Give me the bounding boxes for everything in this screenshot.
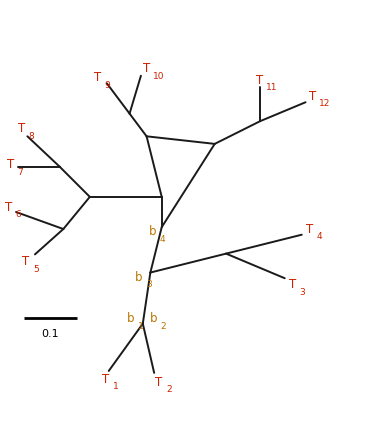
Text: T: T bbox=[22, 255, 30, 268]
Text: 4: 4 bbox=[316, 232, 322, 241]
Text: 11: 11 bbox=[266, 84, 278, 92]
Text: T: T bbox=[256, 74, 263, 87]
Text: 1: 1 bbox=[113, 382, 118, 391]
Text: 1: 1 bbox=[137, 322, 143, 331]
Text: T: T bbox=[309, 90, 316, 103]
Text: 3: 3 bbox=[146, 280, 152, 289]
Text: 12: 12 bbox=[319, 99, 331, 108]
Text: b: b bbox=[150, 312, 157, 325]
Text: 5: 5 bbox=[33, 265, 39, 274]
Text: T: T bbox=[94, 71, 101, 84]
Text: T: T bbox=[306, 223, 313, 235]
Text: T: T bbox=[143, 62, 150, 75]
Text: 4: 4 bbox=[159, 235, 165, 244]
Text: 2: 2 bbox=[166, 385, 172, 394]
Text: 0.1: 0.1 bbox=[41, 329, 59, 338]
Text: T: T bbox=[155, 376, 162, 389]
Text: b: b bbox=[135, 271, 143, 284]
Text: 2: 2 bbox=[160, 322, 166, 331]
Text: 3: 3 bbox=[299, 288, 305, 297]
Text: T: T bbox=[5, 201, 12, 214]
Text: 10: 10 bbox=[153, 72, 165, 81]
Text: T: T bbox=[102, 373, 109, 386]
Text: b: b bbox=[149, 225, 156, 238]
Text: 9: 9 bbox=[104, 81, 110, 90]
Text: 7: 7 bbox=[17, 168, 23, 177]
Text: 8: 8 bbox=[28, 132, 34, 141]
Text: 6: 6 bbox=[15, 210, 21, 219]
Text: T: T bbox=[7, 158, 14, 171]
Text: T: T bbox=[288, 278, 296, 291]
Text: T: T bbox=[18, 122, 25, 135]
Text: b: b bbox=[127, 312, 134, 325]
